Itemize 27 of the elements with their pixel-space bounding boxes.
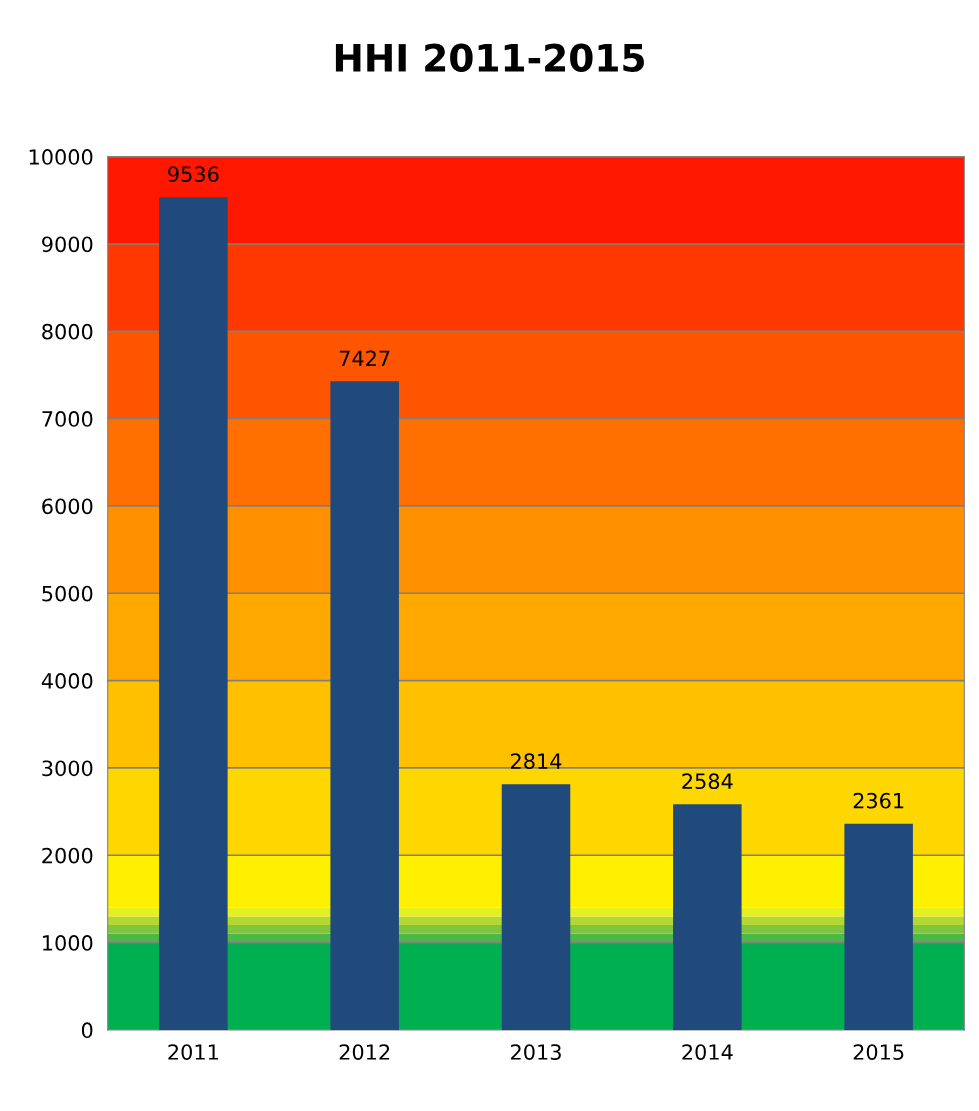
y-tick-label: 9000	[42, 236, 93, 253]
data-label: 2814	[511, 753, 562, 770]
bar	[159, 197, 228, 1030]
data-label: 9536	[168, 166, 219, 183]
bar	[330, 381, 399, 1030]
y-tick-label: 4000	[41, 673, 93, 689]
chart-title: HHI 2011-2015	[335, 43, 644, 72]
data-label: 2361	[853, 792, 904, 809]
x-tick-label: 2015	[853, 1044, 904, 1060]
x-tick-label: 2013	[511, 1044, 561, 1060]
x-tick-label: 2014	[682, 1044, 733, 1060]
y-tick-label: 2000	[42, 847, 93, 864]
bar	[501, 784, 571, 1030]
y-tick-label: 8000	[42, 323, 93, 340]
y-tick-label: 7000	[42, 411, 93, 427]
y-tick-label: 3000	[42, 760, 93, 777]
y-tick-label: 0	[81, 1022, 93, 1039]
y-tick-label: 6000	[42, 498, 93, 515]
bar	[844, 823, 913, 1030]
y-tick-label: 10000	[29, 149, 93, 165]
x-tick-label: 2011	[168, 1044, 218, 1060]
y-tick-label: 1000	[43, 935, 93, 951]
data-label: 7427	[339, 350, 390, 366]
bar	[673, 804, 742, 1030]
y-tick-label: 5000	[42, 585, 93, 602]
data-label: 2584	[682, 773, 733, 790]
x-tick-label: 2012	[339, 1044, 390, 1060]
